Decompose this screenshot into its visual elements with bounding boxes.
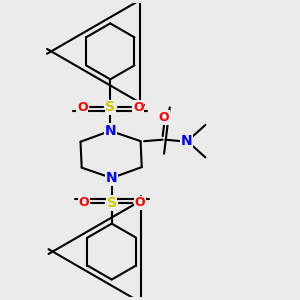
Text: N: N [104, 124, 116, 138]
Text: N: N [106, 171, 118, 185]
Text: O: O [159, 111, 170, 124]
Text: S: S [107, 196, 117, 210]
Text: O: O [78, 196, 89, 209]
Text: O: O [77, 101, 88, 114]
Text: O: O [133, 101, 143, 114]
Text: O: O [134, 196, 145, 209]
Text: S: S [105, 100, 115, 114]
Text: N: N [180, 134, 192, 148]
